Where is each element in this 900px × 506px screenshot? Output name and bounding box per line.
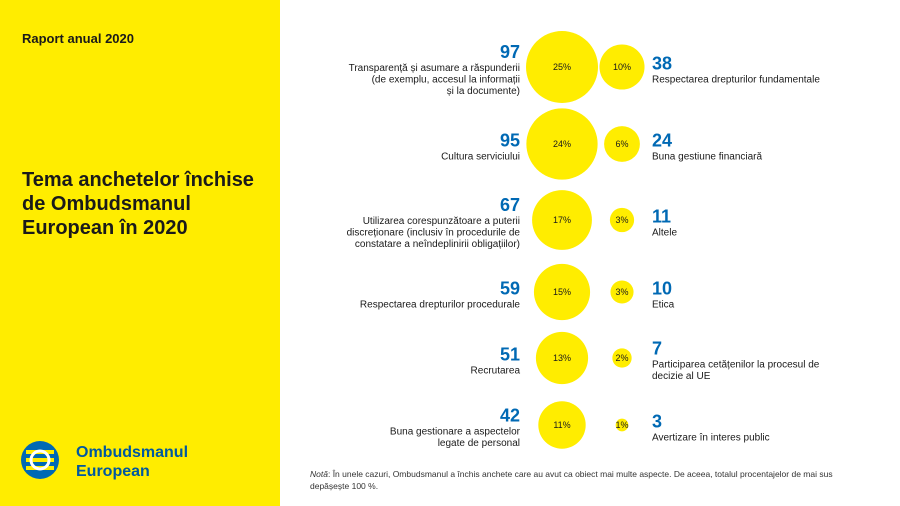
category-label: Avertizare în interes public (652, 432, 770, 443)
bubble-percent: 25% (553, 62, 571, 72)
bubble-percent: 15% (553, 287, 571, 297)
category-label: Altele (652, 227, 677, 238)
report-label: Raport anual 2020 (22, 31, 134, 46)
value-number: 24 (652, 130, 672, 150)
org-name-line1: Ombudsmanul (76, 444, 189, 461)
category-label: Recrutarea (471, 365, 521, 376)
bubble (615, 418, 629, 432)
category-label: Buna gestiune financiară (652, 151, 763, 162)
bubble (612, 348, 632, 368)
value-number: 67 (500, 195, 520, 215)
value-number: 10 (652, 278, 672, 298)
bubble (610, 280, 634, 304)
value-number: 11 (652, 206, 671, 226)
bubble (538, 401, 586, 449)
category-label: Buna gestionare a aspectelor (390, 427, 521, 438)
footnote-prefix: Notă (310, 469, 328, 479)
value-number: 51 (500, 344, 520, 364)
category-label: Respectarea drepturilor fundamentale (652, 74, 820, 85)
bubble (526, 108, 598, 180)
bubble (533, 263, 591, 321)
bubble (609, 207, 635, 233)
value-number: 38 (652, 53, 672, 73)
bubble-percent: 2% (615, 353, 628, 363)
bubble-percent: 17% (553, 215, 571, 225)
page-title: Tema anchetelor închise de Ombudsmanul E… (22, 169, 254, 239)
ombudsman-logo-icon (21, 441, 59, 479)
sidebar: Raport anual 2020 Tema anchetelor închis… (0, 0, 280, 506)
footnote: Notă: În unele cazuri, Ombudsmanul a înc… (310, 468, 870, 492)
value-number: 7 (652, 339, 662, 359)
bubble-percent: 13% (553, 353, 571, 363)
value-number: 95 (500, 130, 520, 150)
bubble-percent: 3% (615, 215, 628, 225)
category-label: constatare a neîndeplinirii obligațiilor… (355, 239, 520, 250)
bubble-percent: 3% (615, 287, 628, 297)
value-number: 59 (500, 278, 520, 298)
category-label: Utilizarea corespunzătoare a puterii (363, 216, 520, 227)
category-label: Participarea cetățenilor la procesul de (652, 360, 820, 371)
bubble-percent: 1% (615, 420, 628, 430)
category-label: (de exemplu, accesul la informații (372, 74, 520, 85)
bubble (532, 190, 592, 250)
category-label: Respectarea drepturilor procedurale (360, 299, 521, 310)
category-label: legate de personal (438, 438, 520, 449)
bubble-percent: 6% (615, 139, 628, 149)
bubble-percent: 24% (553, 139, 571, 149)
bubble-percent: 10% (613, 62, 631, 72)
category-label: decizie al UE (652, 371, 711, 382)
org-name: Ombudsmanul European (76, 443, 276, 481)
category-label: și la documente) (447, 86, 520, 97)
org-name-line2: European (76, 463, 150, 480)
category-label: Transparență și asumare a răspunderii (349, 63, 520, 74)
category-label: Cultura serviciului (441, 151, 520, 162)
category-label: Etica (652, 299, 675, 310)
bubble (526, 31, 598, 103)
value-number: 42 (500, 406, 520, 426)
value-number: 3 (652, 411, 662, 431)
bubble-percent: 11% (553, 420, 570, 430)
bubble (535, 331, 589, 385)
category-label: discreționare (inclusiv în procedurile d… (347, 227, 521, 238)
footnote-text: : În unele cazuri, Ombudsmanul a închis … (310, 469, 833, 491)
bubble (604, 126, 640, 162)
bubble (599, 44, 645, 90)
value-number: 97 (500, 42, 520, 62)
